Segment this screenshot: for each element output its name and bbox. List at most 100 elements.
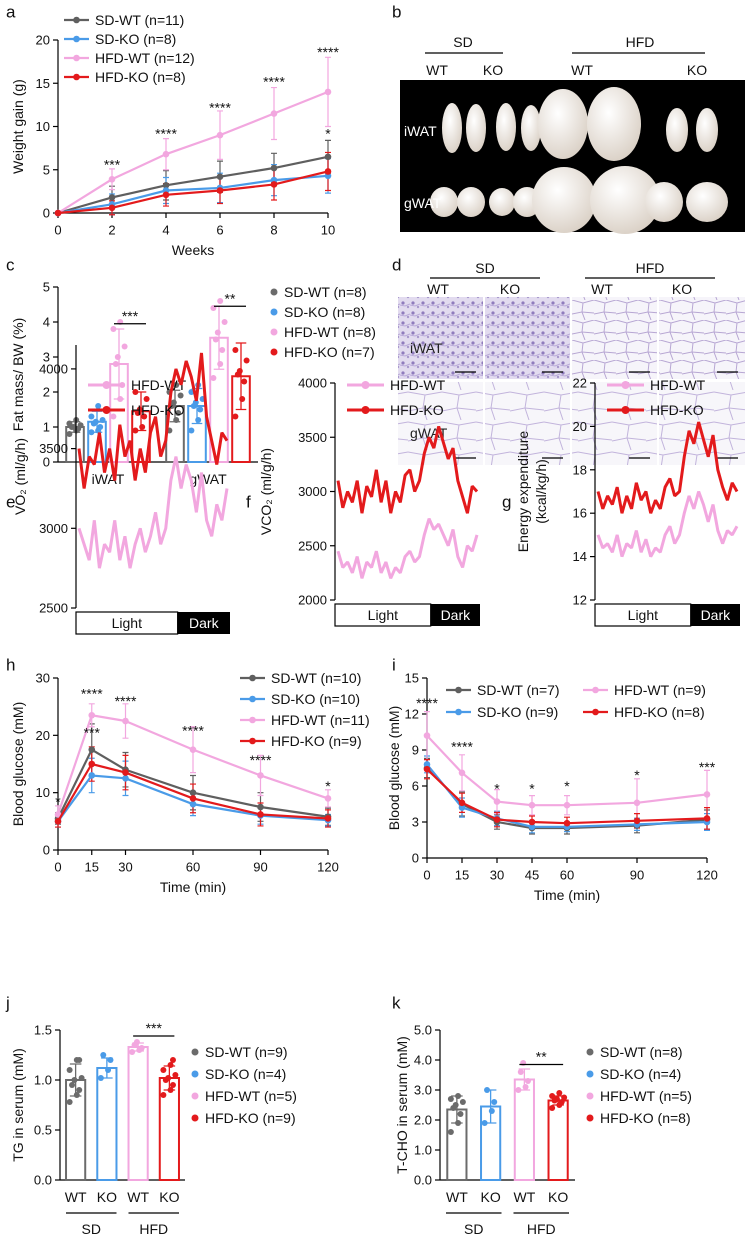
x-tick-label: 0 — [423, 868, 430, 883]
data-point — [423, 765, 431, 773]
data-dot — [136, 406, 143, 413]
significance: **** — [155, 125, 177, 141]
data-dot — [549, 1093, 556, 1099]
legend-label: HFD-WT (n=9) — [614, 682, 706, 698]
significance: * — [634, 767, 640, 783]
significance: ** — [536, 1049, 547, 1065]
y-tick-label: 1.5 — [34, 1023, 52, 1038]
data-point — [528, 818, 536, 826]
x-tick-label: 8 — [270, 223, 277, 238]
significance: **** — [451, 738, 473, 754]
data-dot — [481, 1120, 488, 1126]
y-tick-label: 30 — [36, 671, 50, 686]
data-point — [108, 204, 116, 212]
legend-marker — [586, 1048, 594, 1056]
data-dot — [452, 1102, 459, 1108]
legend-label: HFD-WT (n=5) — [205, 1088, 297, 1104]
y-tick-label: 14 — [573, 549, 587, 564]
data-point — [189, 795, 197, 802]
group-label: SD — [453, 34, 472, 50]
y-tick-label: 0.0 — [414, 1173, 432, 1188]
data-dot — [105, 1067, 112, 1073]
data-dot — [100, 1052, 107, 1058]
panel-label: i — [392, 656, 396, 675]
legend-label: HFD-KO (n=9) — [271, 733, 362, 749]
data-point — [88, 772, 96, 779]
y-axis-title: Energy expenditure — [515, 431, 531, 553]
data-dot — [192, 399, 199, 406]
data-dot — [107, 1057, 114, 1063]
x-tick-label: 2 — [108, 223, 115, 238]
data-dot — [129, 1049, 136, 1055]
x-tick-label: 90 — [630, 868, 644, 883]
data-dot — [160, 1092, 167, 1098]
legend-label: HFD-WT — [390, 377, 446, 393]
legend-label: HFD-WT (n=8) — [284, 324, 376, 340]
data-dot — [133, 1039, 140, 1045]
y-axis-title: Weight gain (g) — [10, 79, 26, 174]
significance: *** — [122, 308, 139, 324]
y-tick-label: 4000 — [39, 361, 68, 376]
y-tick-label: 1.0 — [414, 1143, 432, 1158]
y-tick-label: 9 — [412, 743, 419, 758]
data-dot — [132, 389, 139, 395]
x-tick-label: WT — [65, 1189, 87, 1205]
legend-marker — [191, 1114, 199, 1122]
data-dot — [236, 368, 243, 374]
x-tick-label: 60 — [186, 860, 200, 875]
bar — [127, 1046, 149, 1181]
data-point — [458, 804, 466, 811]
data-dot — [173, 382, 180, 388]
data-dot — [219, 347, 226, 353]
y-tick-label: 16 — [573, 506, 587, 521]
x-tick-label: 15 — [85, 860, 99, 875]
data-dot — [66, 1099, 73, 1105]
x-tick-label: 0 — [54, 860, 61, 875]
legend-label: SD-WT (n=7) — [477, 682, 560, 698]
x-tick-label: 60 — [560, 868, 574, 883]
data-dot — [172, 1072, 179, 1078]
data-dot — [66, 420, 73, 427]
data-point — [108, 194, 116, 201]
significance: *** — [84, 724, 101, 740]
data-dot — [165, 1075, 172, 1081]
data-dot — [517, 1069, 524, 1075]
x-tick-label: KO — [481, 1189, 501, 1205]
column-label: WT — [427, 281, 449, 297]
data-dot — [76, 1087, 83, 1093]
y-axis-title: T-CHO in serum (mM) — [394, 1036, 410, 1174]
legend-marker — [73, 54, 80, 62]
data-point — [189, 746, 197, 753]
legend-label: HFD-KO (n=8) — [614, 704, 705, 720]
data-dot — [141, 413, 148, 420]
x-tick-label: 30 — [490, 868, 504, 883]
data-point — [270, 181, 278, 188]
x-tick-label: WT — [513, 1189, 535, 1205]
y-tick-label: 22 — [573, 376, 587, 391]
x-tick-label: KO — [159, 1189, 179, 1205]
y-axis-title: VO₂ (ml/g/h) — [12, 438, 28, 515]
legend-marker — [621, 381, 630, 389]
y-tick-label: 2 — [43, 385, 50, 400]
y-tick-label: 5 — [43, 280, 50, 295]
data-point — [493, 798, 501, 805]
legend-marker — [73, 35, 80, 43]
x-tick-label: 10 — [321, 223, 335, 238]
data-dot — [522, 1084, 529, 1090]
significance: **** — [250, 752, 272, 768]
x-axis-title: Time (min) — [534, 887, 600, 903]
y-tick-label: 10 — [36, 785, 50, 800]
data-point — [108, 175, 116, 183]
legend-marker — [586, 1070, 594, 1078]
row-label: iWAT — [404, 123, 437, 139]
y-axis-title: Fat mass/ BW (%) — [10, 318, 26, 432]
data-dot — [167, 1062, 174, 1068]
series-line — [57, 90, 329, 214]
row-label: iWAT — [410, 340, 443, 356]
data-dot — [121, 343, 128, 350]
y-tick-label: 0 — [43, 843, 50, 858]
significance: *** — [146, 1020, 163, 1036]
data-point — [703, 815, 711, 822]
phase-dark — [430, 604, 480, 626]
